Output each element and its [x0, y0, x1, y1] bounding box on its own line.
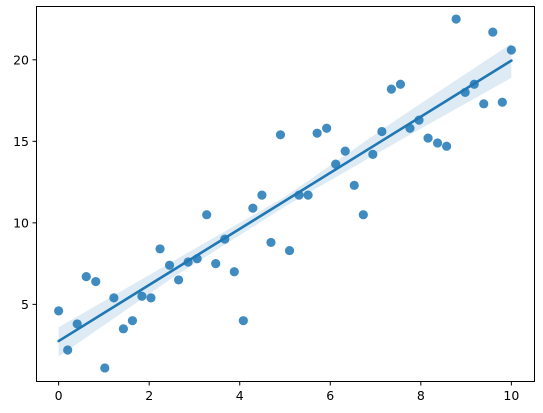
data-point [257, 190, 267, 200]
data-point [202, 210, 212, 220]
data-point [479, 99, 489, 109]
data-point [211, 259, 221, 269]
data-point [81, 272, 91, 282]
data-point [63, 345, 73, 355]
regression-line-layer [57, 59, 513, 343]
x-axis: 0 2 4 6 8 10 [55, 381, 519, 403]
plot-frame [36, 6, 535, 382]
x-tick-label: 10 [503, 388, 519, 403]
regression-line [57, 59, 513, 343]
x-tick-label: 4 [236, 388, 244, 403]
data-point [54, 306, 64, 316]
data-point [127, 316, 138, 326]
data-point [349, 180, 359, 190]
data-point [174, 275, 184, 285]
data-point [312, 128, 322, 138]
data-point [432, 138, 443, 148]
data-point [322, 123, 332, 133]
data-point [266, 237, 276, 248]
data-point [248, 203, 258, 213]
data-point [155, 244, 165, 254]
y-tick-label: 20 [13, 52, 29, 67]
data-point [146, 293, 156, 303]
data-point [340, 146, 350, 156]
data-point [442, 141, 452, 151]
data-point [109, 293, 119, 303]
data-point [451, 14, 461, 24]
data-point [358, 210, 368, 220]
data-point [368, 149, 378, 159]
points-layer [54, 14, 516, 373]
data-point [303, 190, 313, 200]
data-point [331, 159, 341, 169]
data-point [229, 267, 239, 277]
data-point [395, 79, 406, 89]
y-axis: 5 10 15 20 [13, 52, 37, 312]
data-point [423, 133, 433, 143]
data-point [118, 324, 128, 334]
data-point [72, 319, 82, 329]
data-point [91, 276, 101, 287]
data-point [284, 245, 295, 256]
data-point [377, 126, 387, 137]
data-point [386, 84, 396, 94]
x-tick-label: 8 [417, 388, 425, 403]
data-point [164, 260, 175, 270]
data-point [506, 45, 516, 55]
data-point [488, 27, 498, 37]
x-tick-label: 2 [145, 388, 153, 403]
y-tick-label: 5 [21, 297, 29, 312]
y-tick-label: 10 [13, 215, 29, 230]
y-tick-label: 15 [13, 134, 29, 149]
data-point [100, 363, 110, 373]
x-tick-label: 6 [326, 388, 334, 403]
data-point [137, 291, 147, 301]
data-point [275, 130, 286, 140]
x-tick-label: 0 [55, 388, 63, 403]
data-point [238, 316, 248, 326]
data-point [497, 97, 507, 107]
